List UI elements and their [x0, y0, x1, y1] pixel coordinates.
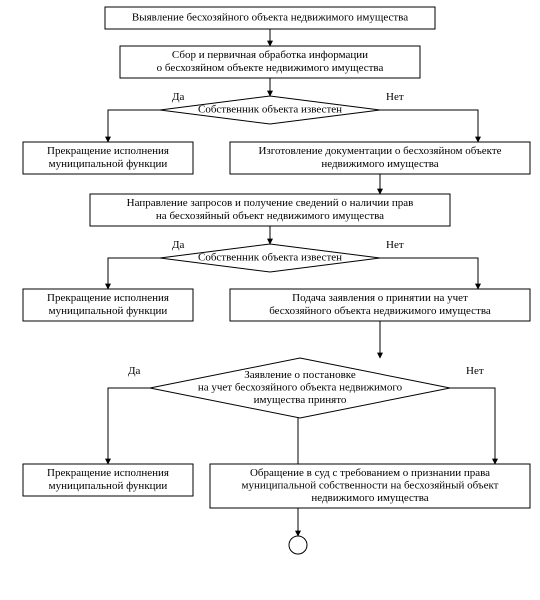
flow-edge	[108, 388, 150, 464]
svg-text:Собственник объекта известен: Собственник объекта известен	[198, 104, 342, 116]
svg-text:Обращение в суд с требованием: Обращение в суд с требованием о признани…	[250, 467, 490, 479]
svg-text:имущества принято: имущества принято	[254, 394, 347, 406]
flow-edge	[380, 110, 478, 142]
svg-text:о бесхозяйном объекте недвижим: о бесхозяйном объекте недвижимого имущес…	[157, 62, 384, 74]
svg-text:Изготовление документации о бе: Изготовление документации о бесхозяйном …	[258, 145, 501, 157]
terminator-circle	[289, 536, 307, 554]
svg-text:Собственник объекта известен: Собственник объекта известен	[198, 252, 342, 264]
svg-text:муниципальной функции: муниципальной функции	[49, 158, 168, 170]
flow-edge	[380, 258, 478, 289]
svg-text:муниципальной функции: муниципальной функции	[49, 305, 168, 317]
svg-text:Прекращение исполнения: Прекращение исполнения	[47, 467, 169, 479]
flow-edge	[108, 110, 160, 142]
svg-text:муниципальной собственности на: муниципальной собственности на бесхозяйн…	[241, 480, 498, 492]
edge-label: Да	[128, 365, 141, 377]
edge-label: Нет	[386, 239, 404, 251]
edge-label: Нет	[386, 91, 404, 103]
svg-text:на учет бесхозяйного объекта н: на учет бесхозяйного объекта недвижимого	[198, 382, 403, 394]
svg-text:муниципальной функции: муниципальной функции	[49, 480, 168, 492]
svg-text:недвижимого имущества: недвижимого имущества	[311, 492, 428, 504]
svg-text:Прекращение исполнения: Прекращение исполнения	[47, 145, 169, 157]
svg-text:Подача заявления о принятии на: Подача заявления о принятии на учет	[292, 292, 468, 304]
svg-text:Направление запросов и получен: Направление запросов и получение сведени…	[127, 197, 414, 209]
svg-text:недвижимого имущества: недвижимого имущества	[321, 158, 438, 170]
svg-text:бесхозяйного объекта недвижимо: бесхозяйного объекта недвижимого имущест…	[269, 305, 491, 317]
flow-edge	[450, 388, 495, 464]
edge-label: Да	[172, 239, 185, 251]
flow-edge	[108, 258, 160, 289]
edge-label: Нет	[466, 365, 484, 377]
svg-text:Сбор и первичная обработка инф: Сбор и первичная обработка информации	[172, 49, 368, 61]
svg-text:Прекращение исполнения: Прекращение исполнения	[47, 292, 169, 304]
svg-text:Заявление о постановке: Заявление о постановке	[244, 369, 356, 381]
edge-label: Да	[172, 91, 185, 103]
flowchart-canvas: Да Нет Да Нет Да Нет Выявление бесхозяйного об…	[0, 0, 540, 600]
svg-text:на бесхозяйный объект недвижим: на бесхозяйный объект недвижимого имущес…	[156, 210, 384, 222]
svg-text:Выявление бесхозяйного объекта: Выявление бесхозяйного объекта недвижимо…	[132, 12, 408, 24]
